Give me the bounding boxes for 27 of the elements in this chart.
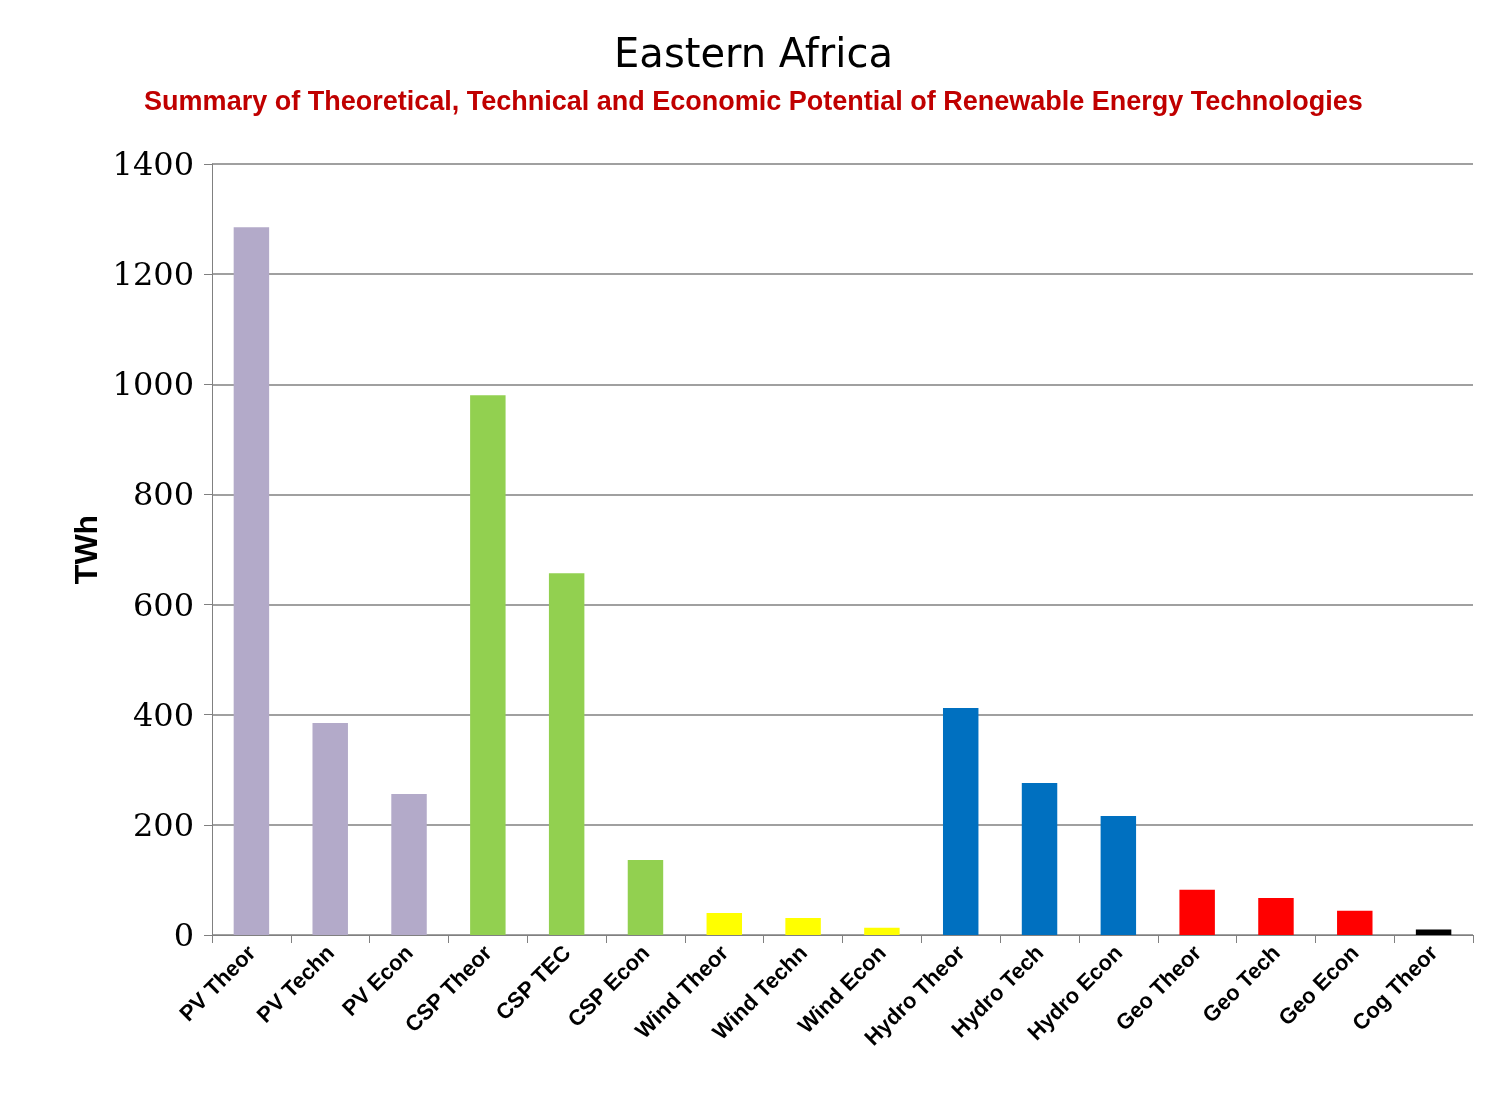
- bar: [785, 917, 821, 935]
- bar: [1258, 898, 1294, 935]
- y-axis-title: TWh: [67, 514, 104, 585]
- bar: [470, 395, 506, 935]
- bar: [1100, 816, 1137, 935]
- y-tick-label: 1200: [112, 255, 194, 294]
- bar: [1021, 783, 1058, 935]
- y-tick-label: 1000: [112, 365, 194, 404]
- y-tick-label: 1400: [112, 145, 194, 183]
- bar: [391, 794, 427, 935]
- bar: [1415, 929, 1452, 935]
- chart-subtitle: Summary of Theoretical, Technical and Economic Potential of Renewable Energy Technologies: [144, 85, 1363, 116]
- bar: [1337, 910, 1373, 935]
- bar: [233, 227, 270, 935]
- bar: [942, 708, 979, 935]
- y-tick-label: 400: [132, 695, 194, 734]
- y-tick-label: 200: [132, 805, 194, 844]
- bar: [312, 722, 348, 935]
- chart-title: Eastern Africa: [614, 30, 893, 76]
- bar: [706, 912, 743, 935]
- bar: [864, 927, 900, 935]
- bar: [1179, 889, 1215, 935]
- bar: [548, 573, 585, 935]
- bar: [627, 860, 664, 935]
- y-tick-label: 600: [132, 585, 194, 624]
- y-tick-label: 0: [173, 916, 194, 954]
- y-tick-label: 800: [132, 475, 194, 514]
